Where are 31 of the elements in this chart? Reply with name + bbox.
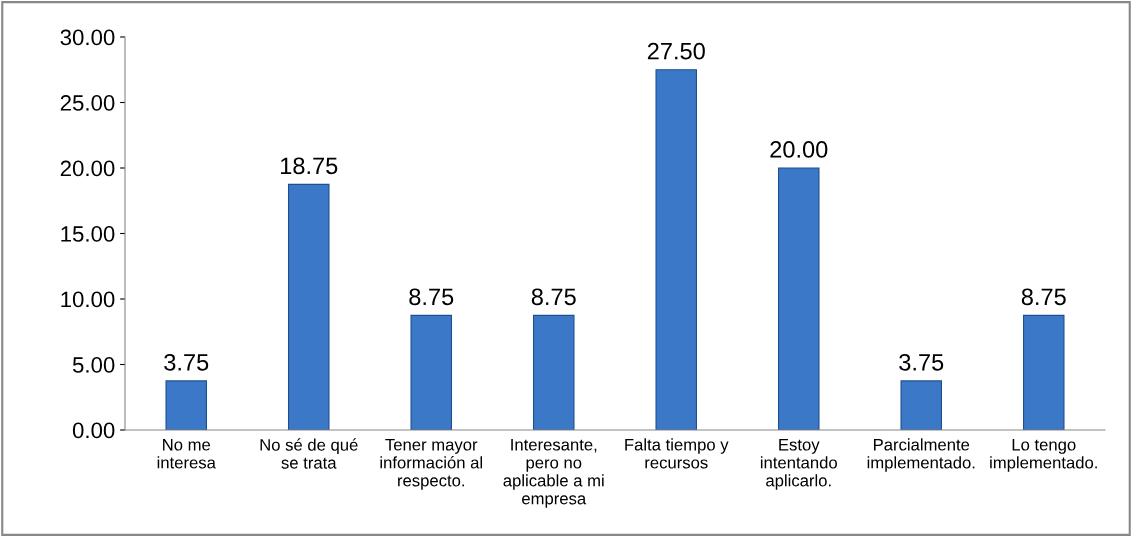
y-tick-label: 20.00 (60, 160, 115, 177)
data-label: 18.75 (281, 157, 338, 175)
y-tick-label: 10.00 (61, 291, 115, 308)
x-tick-label: Interesante, pero no aplicable a mi empresa (503, 438, 604, 508)
x-tick-label: No sé de qué se trata (260, 438, 358, 469)
x-tick-label: Lo tengo implementado. (990, 438, 1097, 472)
bar (410, 314, 453, 430)
y-tick-label: 25.00 (60, 95, 115, 111)
data-label: 8.75 (531, 288, 576, 306)
bar (532, 314, 575, 430)
y-tick-label: 30.00 (60, 29, 115, 46)
data-label: 20.00 (770, 141, 828, 158)
bar (287, 183, 330, 430)
y-tick-label: 15.00 (61, 226, 115, 242)
data-label: 3.75 (164, 353, 209, 371)
data-label: 27.50 (647, 42, 705, 60)
data-label: 3.75 (899, 353, 944, 371)
data-label: 8.75 (1021, 288, 1066, 306)
x-tick-label: Falta tiempo y recursos (625, 438, 729, 469)
bar (777, 167, 820, 430)
bar (1022, 314, 1065, 430)
x-tick-label: Parcialmente implementado. (867, 438, 975, 472)
y-tick-label: 5.00 (72, 357, 115, 373)
x-tick-label: Estoy intentando aplicarlo. (760, 438, 837, 490)
data-label: 8.75 (409, 288, 454, 306)
bar (165, 380, 208, 430)
x-tick-label: No me interesa (157, 438, 216, 469)
y-tick-label: 0.00 (72, 422, 115, 439)
x-tick-label: Tener mayor información al respecto. (380, 438, 483, 490)
bar (655, 69, 698, 430)
bar (900, 380, 943, 430)
